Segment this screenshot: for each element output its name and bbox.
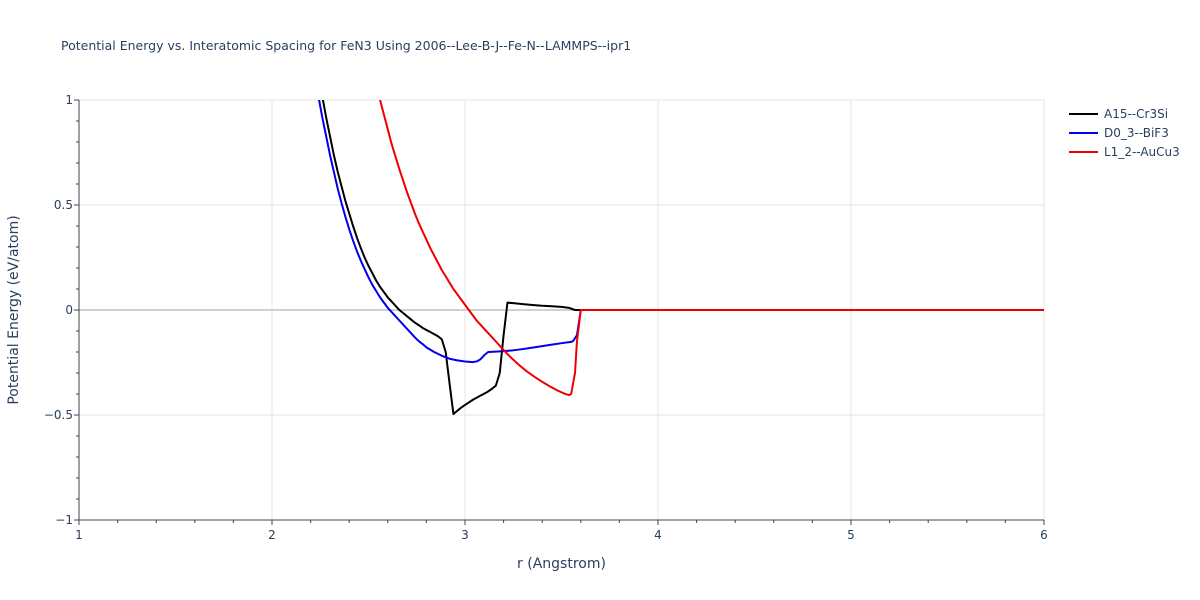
x-axis-title: r (Angstrom) [517, 556, 606, 572]
y-tick-label: 1 [65, 93, 73, 107]
series-line-a15-cr3si [321, 100, 1044, 415]
legend-item[interactable]: D0_3--BiF3 [1069, 126, 1169, 140]
x-tick-label: 2 [268, 528, 276, 542]
legend[interactable]: A15--Cr3Si D0_3--BiF3 L1_2--AuCu3 [1069, 107, 1180, 159]
tick-label-layer: 1 2 3 4 5 6 −1 −0.5 0 0.5 1 [44, 93, 1048, 542]
x-tick-label: 1 [75, 528, 83, 542]
y-tick-label: −0.5 [44, 408, 73, 422]
y-axis-title: Potential Energy (eV/atom) [6, 215, 22, 404]
series-line-d0-3-bif3 [318, 100, 1044, 364]
y-tick-label: 0.5 [54, 198, 73, 212]
y-tick-label: −1 [55, 513, 73, 527]
legend-label: L1_2--AuCu3 [1104, 145, 1180, 159]
axis-layer [74, 99, 1045, 525]
x-tick-label: 3 [461, 528, 469, 542]
y-tick-label: 0 [65, 303, 73, 317]
x-tick-label: 5 [847, 528, 855, 542]
legend-label: A15--Cr3Si [1104, 107, 1168, 121]
x-tick-label: 6 [1040, 528, 1048, 542]
legend-item[interactable]: L1_2--AuCu3 [1069, 145, 1180, 159]
x-tick-label: 4 [654, 528, 662, 542]
legend-label: D0_3--BiF3 [1104, 126, 1169, 140]
chart-title: Potential Energy vs. Interatomic Spacing… [61, 38, 631, 53]
legend-item[interactable]: A15--Cr3Si [1069, 107, 1168, 121]
series-line-l1-2-aucu3 [379, 100, 1044, 397]
series-layer [318, 100, 1044, 415]
